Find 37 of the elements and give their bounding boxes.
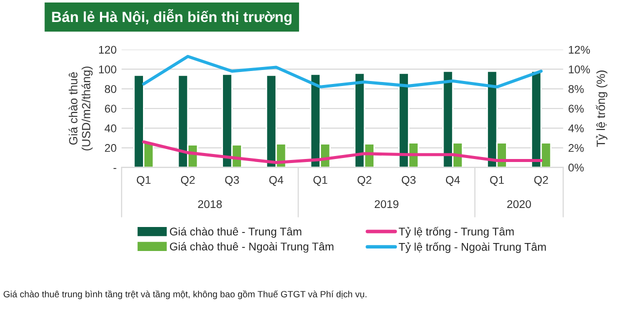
x-tick-label: Q3 — [225, 176, 239, 186]
y2-tick-label: 0% — [568, 164, 584, 172]
y2-tick-label: 2% — [568, 144, 584, 152]
x-tick-label: Q2 — [180, 176, 195, 186]
x-tick-label: Q4 — [446, 176, 460, 186]
legend-label: Giá chào thuê - Ngoài Trung Tâm — [170, 242, 334, 253]
y2-tick-label: 10% — [568, 66, 590, 74]
x-tick-label: Q1 — [136, 176, 151, 186]
text: 2020 — [507, 200, 531, 208]
x-tick-label: Q1 — [313, 176, 328, 186]
y2-tick-label: 12% — [568, 46, 590, 54]
y-tick-label: 120 — [99, 46, 116, 54]
y2-tick-label: 4% — [568, 124, 584, 132]
y2-tick-label: 8% — [568, 85, 584, 93]
x-tick-label: Q1 — [490, 176, 504, 186]
y-tick-label: 100 — [99, 66, 116, 74]
y-tick-label: 80 — [104, 85, 116, 93]
chart-title: Bán lẻ Hà Nội, diễn biến thị trường — [52, 9, 292, 26]
x-tick-label: Q2 — [534, 176, 548, 186]
text: 2018 — [198, 200, 222, 208]
y-tick-label: - — [114, 168, 116, 169]
line-series — [142, 140, 543, 164]
y2-axis-title: Tỷ lệ trống (%) — [596, 70, 608, 147]
y-axis-title: Giá chào thuê (USD/m2/tháng) — [68, 66, 93, 150]
x-tick-label: Q4 — [269, 176, 284, 186]
y-tick-label: 20 — [104, 144, 116, 152]
x-tick-label: Q2 — [358, 176, 372, 186]
y-tick-label: 60 — [104, 104, 116, 113]
legend-label: Tỷ lệ trống - Trung Tâm — [398, 226, 514, 238]
x-tick-label: Q3 — [402, 176, 416, 186]
y-tick-label: 40 — [104, 124, 116, 132]
y2-tick-label: 6% — [568, 104, 584, 113]
legend-label: Tỷ lệ trống - Ngoài Trung Tâm — [398, 242, 546, 254]
legend-label: Giá chào thuê - Trung Tâm — [170, 227, 302, 238]
line-series — [142, 54, 543, 88]
text: Giá chào thuê trung bình tầng trệt và tầng một, không bao gồm Thuế GTGT và Phí dịch vụ. — [4, 290, 366, 300]
text: 2019 — [374, 200, 398, 208]
